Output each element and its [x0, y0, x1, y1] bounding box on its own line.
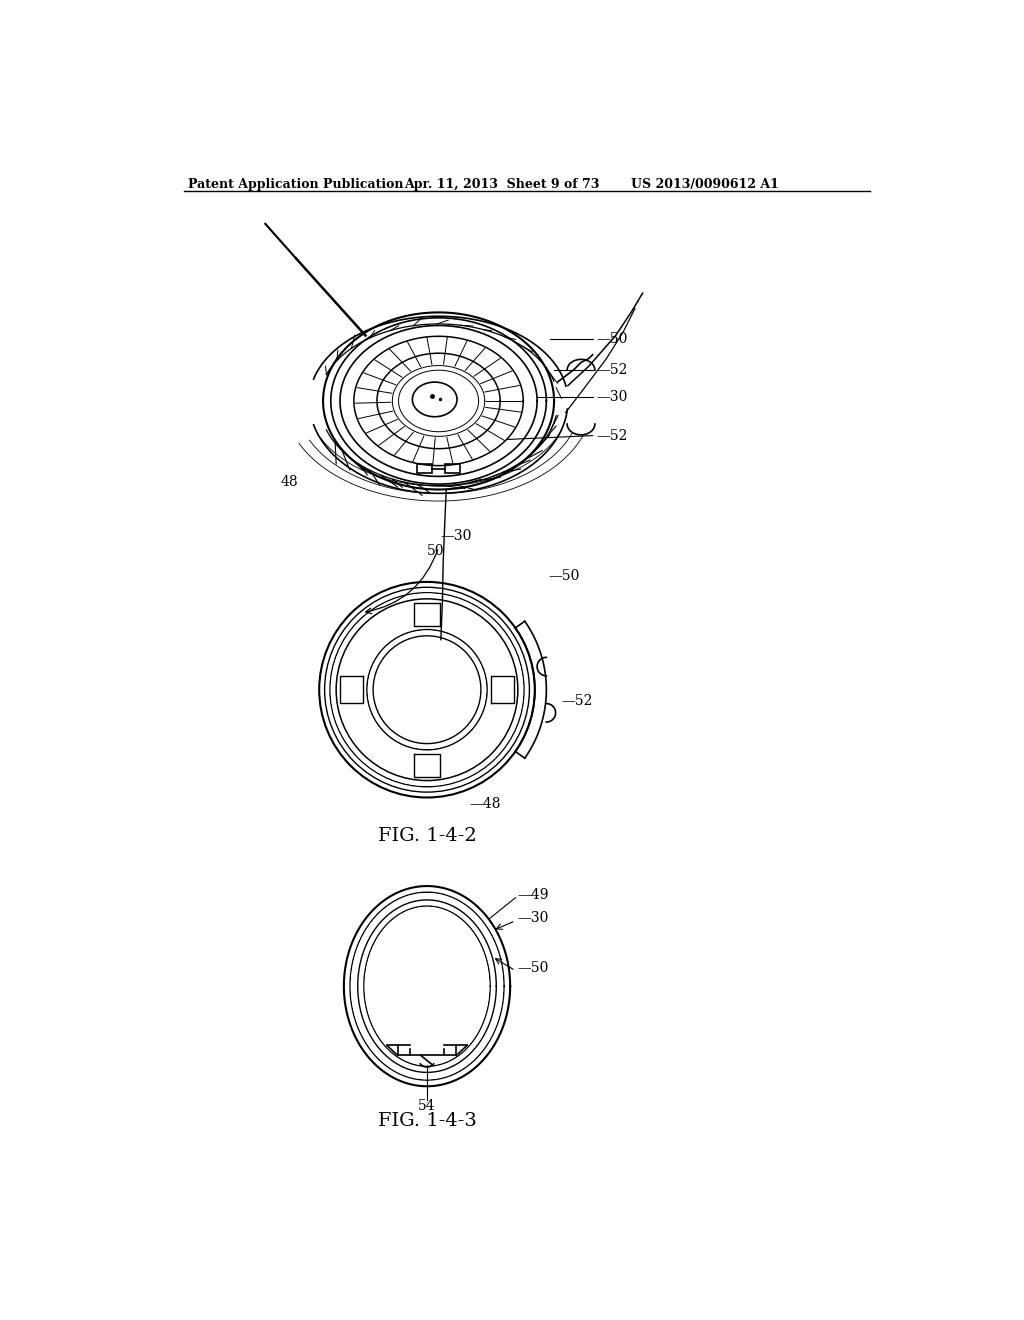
Polygon shape — [490, 676, 514, 704]
Bar — [417, 465, 432, 474]
Ellipse shape — [351, 892, 503, 1080]
Text: Apr. 11, 2013  Sheet 9 of 73: Apr. 11, 2013 Sheet 9 of 73 — [403, 178, 599, 190]
Ellipse shape — [365, 907, 489, 1065]
Text: —50: —50 — [518, 961, 549, 975]
Text: Patent Application Publication: Patent Application Publication — [188, 178, 403, 190]
Text: 48: 48 — [281, 475, 298, 488]
Text: US 2013/0090612 A1: US 2013/0090612 A1 — [631, 178, 779, 190]
Text: —52: —52 — [596, 363, 628, 378]
Ellipse shape — [413, 381, 457, 417]
Text: —52: —52 — [562, 694, 593, 709]
Text: FIG. 1-4-1: FIG. 1-4-1 — [389, 669, 487, 688]
Text: 50: 50 — [427, 544, 444, 558]
Text: —50: —50 — [596, 333, 628, 346]
Text: —30: —30 — [596, 391, 628, 404]
Circle shape — [331, 594, 523, 785]
Text: —48: —48 — [469, 797, 501, 810]
Text: 54: 54 — [418, 1098, 436, 1113]
Circle shape — [368, 631, 486, 748]
Text: —30: —30 — [518, 911, 549, 925]
Text: FIG. 1-4-2: FIG. 1-4-2 — [378, 828, 476, 845]
Text: FIG. 1-4-3: FIG. 1-4-3 — [378, 1111, 476, 1130]
Bar — [444, 465, 460, 474]
Polygon shape — [340, 676, 364, 704]
Text: —50: —50 — [549, 569, 580, 582]
Text: —30: —30 — [441, 529, 472, 544]
Text: —52: —52 — [596, 429, 628, 442]
Polygon shape — [414, 603, 440, 626]
Polygon shape — [414, 754, 440, 776]
Text: —49: —49 — [518, 888, 549, 903]
